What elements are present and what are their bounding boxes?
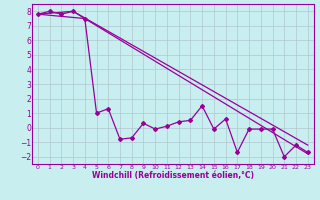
X-axis label: Windchill (Refroidissement éolien,°C): Windchill (Refroidissement éolien,°C) <box>92 171 254 180</box>
